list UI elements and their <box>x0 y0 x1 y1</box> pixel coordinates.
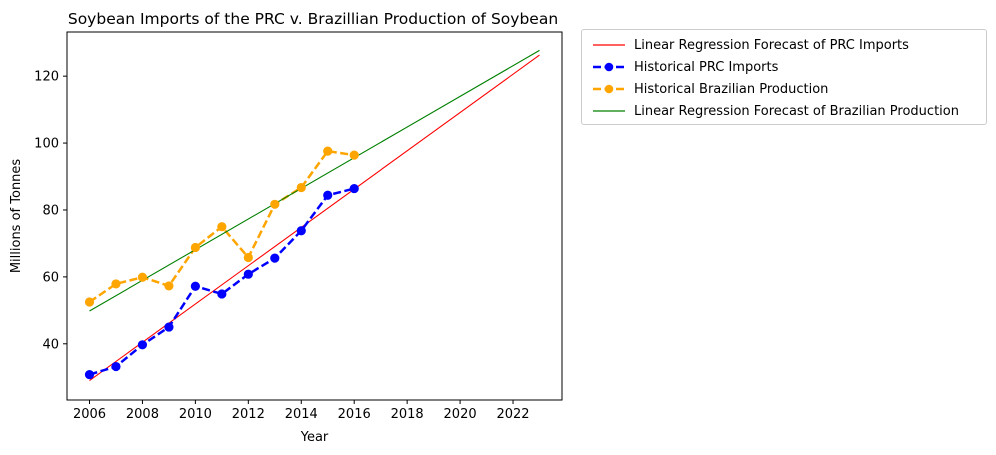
legend-swatch-red-line <box>593 44 625 46</box>
series-1-point <box>111 361 121 372</box>
series-1-point <box>270 253 280 263</box>
x-tick-label: 2010 <box>179 407 212 422</box>
series-2-point <box>217 222 227 232</box>
series-1-point <box>164 322 174 332</box>
x-tick-label: 2014 <box>285 407 318 422</box>
y-tick-label: 120 <box>34 70 59 85</box>
series-1-point <box>349 183 359 194</box>
x-tick-label: 2018 <box>391 407 424 422</box>
series-2-point <box>270 199 280 209</box>
series-2-point <box>323 146 333 156</box>
x-tick-label: 2022 <box>496 407 529 422</box>
series-2-point <box>137 272 148 282</box>
series-2-point <box>84 297 95 307</box>
legend-swatch-orange-dashed <box>593 84 625 94</box>
series-2-point <box>296 182 306 193</box>
series-1-point <box>84 369 95 380</box>
legend-label: Historical Brazilian Production <box>634 81 829 97</box>
series-2-point <box>190 242 200 253</box>
chart-title: Soybean Imports of the PRC v. Brazillian… <box>68 10 558 28</box>
legend-label: Linear Regression Forecast of Brazilian … <box>634 103 959 119</box>
series-2-point <box>111 279 121 289</box>
series-1-point <box>323 190 333 200</box>
legend-swatch-blue-dashed <box>593 62 625 72</box>
y-tick-label: 100 <box>34 137 59 152</box>
legend-item-brazil-historical: Historical Brazilian Production <box>592 79 828 99</box>
plot-markers <box>84 146 359 380</box>
series-2-point <box>243 252 253 263</box>
x-tick-label: 2020 <box>444 407 477 422</box>
plot-frame <box>66 31 563 401</box>
x-tick-label: 2012 <box>232 407 265 422</box>
plot-lines <box>88 49 540 382</box>
x-tick-label: 2008 <box>126 407 159 422</box>
y-tick-label: 80 <box>42 203 59 218</box>
x-tick-label: 2016 <box>338 407 371 422</box>
x-axis-label: Year <box>300 430 329 445</box>
series-line-3 <box>89 49 540 312</box>
series-1-point <box>296 226 306 236</box>
series-2-point <box>164 281 174 291</box>
legend-item-brazil-forecast: Linear Regression Forecast of Brazilian … <box>592 101 959 121</box>
y-axis: 40 60 80 100 120 <box>34 70 67 352</box>
legend-swatch-green-line <box>593 110 625 112</box>
y-tick-label: 60 <box>42 270 59 285</box>
series-line-1 <box>89 187 355 376</box>
legend-label: Historical PRC Imports <box>634 59 779 75</box>
legend-item-prc-forecast: Linear Regression Forecast of PRC Import… <box>592 35 909 55</box>
legend: Linear Regression Forecast of PRC Import… <box>581 29 987 125</box>
series-1-point <box>137 340 148 350</box>
series-line-0 <box>89 54 540 382</box>
series-1-point <box>217 289 227 299</box>
series-1-point <box>243 269 253 279</box>
legend-item-prc-historical: Historical PRC Imports <box>592 57 778 77</box>
series-1-point <box>190 281 200 291</box>
y-axis-label: Millions of Tonnes <box>9 159 24 274</box>
series-2-point <box>349 150 359 160</box>
legend-label: Linear Regression Forecast of PRC Import… <box>634 37 909 53</box>
y-tick-label: 40 <box>42 337 59 352</box>
x-tick-label: 2006 <box>73 407 106 422</box>
x-axis: 2006 2008 2010 2012 2014 2016 2018 2020 2022 <box>73 400 530 422</box>
